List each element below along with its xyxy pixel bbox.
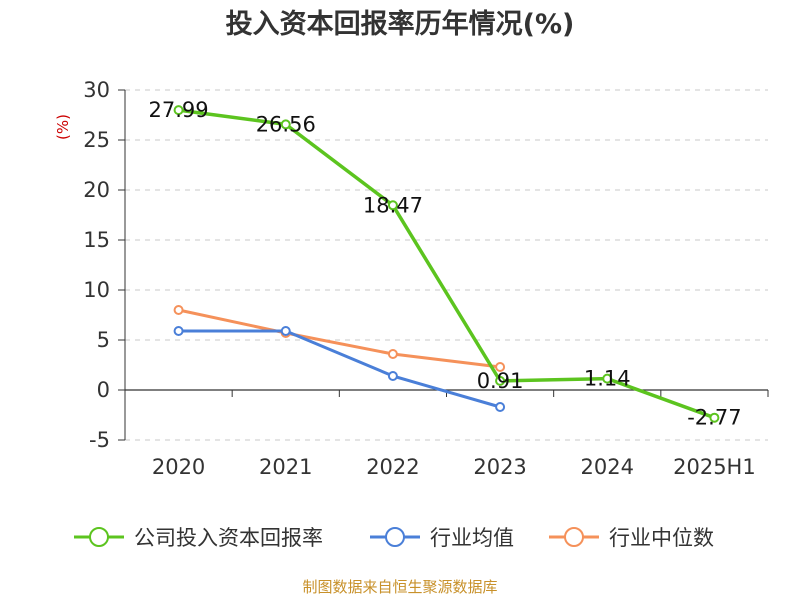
legend-label: 行业均值 [430,526,514,550]
data-point [280,326,291,336]
legend: 公司投入资本回报率 行业均值 行业中位数 [74,526,714,550]
series-line-0 [176,108,717,420]
legend-swatch-marker [385,527,405,547]
gridlines [125,89,768,441]
x-tick-label: 2023 [473,455,526,479]
y-tick-label: -5 [89,428,110,452]
series-line-2 [177,308,502,369]
data-point [495,362,506,372]
chart-title: 投入资本回报率历年情况(%) [226,8,575,40]
y-axis-unit-label: (%) [54,114,72,140]
data-label: 27.99 [149,98,209,122]
x-tick-label: 2024 [581,455,634,479]
data-label: -2.77 [687,406,741,430]
y-tick-label: 0 [97,378,110,402]
y-tick-label: 20 [83,178,110,202]
x-tick-label: 2022 [366,455,419,479]
x-tick-label: 2021 [259,455,312,479]
data-point [495,375,506,386]
legend-swatch-marker [89,527,109,547]
data-point [173,326,184,336]
x-tick-label: 2020 [152,455,205,479]
data-point [173,105,184,116]
series-group: 27.99 26.56 18.47 0.91 1.14 -2.77 [149,98,742,430]
y-tick-label: 10 [83,278,110,302]
data-point [173,305,184,315]
legend-label: 公司投入资本回报率 [134,526,323,550]
y-tick-label: 5 [97,328,110,352]
legend-label: 行业中位数 [609,526,714,550]
x-tick-label: 2025H1 [673,455,756,479]
series-line-1 [177,329,502,409]
y-tick-label: 30 [83,78,110,102]
legend-swatch-marker [564,527,584,547]
data-label: 26.56 [256,112,316,136]
data-point [602,373,613,384]
data-label: 0.91 [477,369,524,393]
data-point [709,412,720,423]
axes: 30 25 20 15 10 5 0 -5 2020 2021 2022 2023 2024 2025H1 [83,78,769,479]
source-note: 制图数据来自恒生聚源数据库 [302,578,497,596]
data-label: 18.47 [363,193,423,217]
data-point [280,119,291,130]
data-label: 1.14 [584,367,631,391]
data-point [387,200,398,211]
data-point [387,371,398,381]
y-tick-label: 25 [83,128,110,152]
data-point [387,349,398,359]
data-point [495,402,506,412]
y-tick-label: 15 [83,228,110,252]
